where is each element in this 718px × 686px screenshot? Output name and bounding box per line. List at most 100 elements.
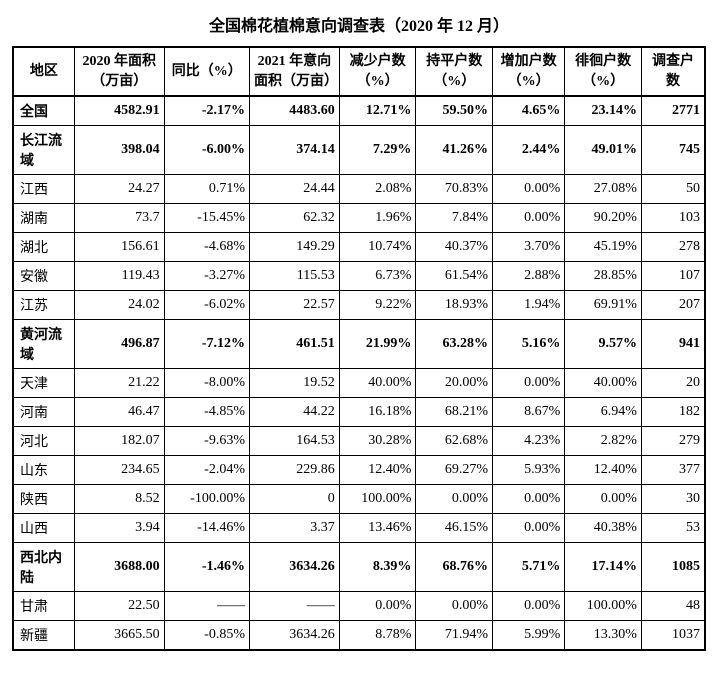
cell-area2021: 62.32: [249, 204, 339, 233]
cell-hes: 40.00%: [565, 369, 642, 398]
cell-yoy: -4.85%: [164, 398, 249, 427]
cell-dec: 1.96%: [339, 204, 416, 233]
cell-region: 甘肃: [13, 592, 74, 621]
cell-area2020: 4582.91: [74, 96, 164, 126]
cell-region: 江苏: [13, 291, 74, 320]
cell-area2021: 44.22: [249, 398, 339, 427]
table-row: 湖北156.61-4.68%149.2910.74%40.37%3.70%45.…: [13, 233, 705, 262]
cell-yoy: -2.04%: [164, 456, 249, 485]
cell-dec: 12.71%: [339, 96, 416, 126]
col-yoy: 同比（%）: [164, 47, 249, 96]
cell-dec: 6.73%: [339, 262, 416, 291]
cell-area2020: 3688.00: [74, 543, 164, 592]
table-row: 长江流域398.04-6.00%374.147.29%41.26%2.44%49…: [13, 126, 705, 175]
cell-hes: 49.01%: [565, 126, 642, 175]
cell-region: 陕西: [13, 485, 74, 514]
cell-cnt: 377: [641, 456, 705, 485]
cell-area2021: 3634.26: [249, 543, 339, 592]
cell-area2020: 156.61: [74, 233, 164, 262]
cell-area2021: 461.51: [249, 320, 339, 369]
cell-inc: 0.00%: [493, 369, 565, 398]
table-row: 甘肃22.50————0.00%0.00%0.00%100.00%48: [13, 592, 705, 621]
cell-hes: 27.08%: [565, 175, 642, 204]
col-flat: 持平户数（%）: [416, 47, 493, 96]
cell-cnt: 20: [641, 369, 705, 398]
col-cnt: 调查户数: [641, 47, 705, 96]
cell-region: 安徽: [13, 262, 74, 291]
cell-area2020: 119.43: [74, 262, 164, 291]
cell-hes: 6.94%: [565, 398, 642, 427]
cell-flat: 61.54%: [416, 262, 493, 291]
cell-dec: 0.00%: [339, 592, 416, 621]
cell-dec: 9.22%: [339, 291, 416, 320]
cell-inc: 0.00%: [493, 514, 565, 543]
cell-dec: 2.08%: [339, 175, 416, 204]
cell-area2020: 496.87: [74, 320, 164, 369]
cell-cnt: 107: [641, 262, 705, 291]
cell-area2021: ——: [249, 592, 339, 621]
cell-cnt: 30: [641, 485, 705, 514]
cell-flat: 68.21%: [416, 398, 493, 427]
cell-cnt: 2771: [641, 96, 705, 126]
cell-flat: 40.37%: [416, 233, 493, 262]
cell-region: 湖北: [13, 233, 74, 262]
table-row: 河南46.47-4.85%44.2216.18%68.21%8.67%6.94%…: [13, 398, 705, 427]
cell-inc: 5.93%: [493, 456, 565, 485]
cell-area2020: 3.94: [74, 514, 164, 543]
cell-cnt: 50: [641, 175, 705, 204]
table-row: 安徽119.43-3.27%115.536.73%61.54%2.88%28.8…: [13, 262, 705, 291]
table-body: 全国4582.91-2.17%4483.6012.71%59.50%4.65%2…: [13, 96, 705, 650]
cell-region: 江西: [13, 175, 74, 204]
cell-dec: 13.46%: [339, 514, 416, 543]
cell-yoy: -3.27%: [164, 262, 249, 291]
cell-region: 河北: [13, 427, 74, 456]
cell-flat: 70.83%: [416, 175, 493, 204]
cell-hes: 45.19%: [565, 233, 642, 262]
cell-inc: 0.00%: [493, 204, 565, 233]
cell-inc: 4.23%: [493, 427, 565, 456]
cell-flat: 69.27%: [416, 456, 493, 485]
cell-yoy: -4.68%: [164, 233, 249, 262]
cell-area2020: 398.04: [74, 126, 164, 175]
cell-flat: 41.26%: [416, 126, 493, 175]
table-row: 湖南73.7-15.45%62.321.96%7.84%0.00%90.20%1…: [13, 204, 705, 233]
table-row: 全国4582.91-2.17%4483.6012.71%59.50%4.65%2…: [13, 96, 705, 126]
cell-flat: 68.76%: [416, 543, 493, 592]
cell-region: 山西: [13, 514, 74, 543]
cell-inc: 3.70%: [493, 233, 565, 262]
cell-area2021: 149.29: [249, 233, 339, 262]
cell-area2020: 22.50: [74, 592, 164, 621]
cell-dec: 16.18%: [339, 398, 416, 427]
cell-hes: 9.57%: [565, 320, 642, 369]
cell-area2020: 8.52: [74, 485, 164, 514]
cell-flat: 7.84%: [416, 204, 493, 233]
cell-hes: 17.14%: [565, 543, 642, 592]
cell-yoy: -15.45%: [164, 204, 249, 233]
cell-hes: 13.30%: [565, 621, 642, 651]
cell-cnt: 182: [641, 398, 705, 427]
cell-inc: 5.16%: [493, 320, 565, 369]
cell-region: 河南: [13, 398, 74, 427]
cell-yoy: -2.17%: [164, 96, 249, 126]
cell-area2021: 3634.26: [249, 621, 339, 651]
cell-inc: 0.00%: [493, 485, 565, 514]
table-row: 江西24.270.71%24.442.08%70.83%0.00%27.08%5…: [13, 175, 705, 204]
cell-dec: 30.28%: [339, 427, 416, 456]
cell-dec: 7.29%: [339, 126, 416, 175]
cell-dec: 100.00%: [339, 485, 416, 514]
survey-table: 地区 2020 年面积（万亩） 同比（%） 2021 年意向面积（万亩） 减少户…: [12, 46, 706, 651]
cell-cnt: 941: [641, 320, 705, 369]
table-row: 山西3.94-14.46%3.3713.46%46.15%0.00%40.38%…: [13, 514, 705, 543]
cell-area2021: 4483.60: [249, 96, 339, 126]
cell-inc: 2.44%: [493, 126, 565, 175]
cell-flat: 62.68%: [416, 427, 493, 456]
cell-yoy: -9.63%: [164, 427, 249, 456]
cell-hes: 69.91%: [565, 291, 642, 320]
cell-hes: 2.82%: [565, 427, 642, 456]
cell-area2021: 0: [249, 485, 339, 514]
cell-inc: 8.67%: [493, 398, 565, 427]
cell-yoy: -0.85%: [164, 621, 249, 651]
cell-yoy: -7.12%: [164, 320, 249, 369]
cell-area2020: 21.22: [74, 369, 164, 398]
cell-hes: 100.00%: [565, 592, 642, 621]
